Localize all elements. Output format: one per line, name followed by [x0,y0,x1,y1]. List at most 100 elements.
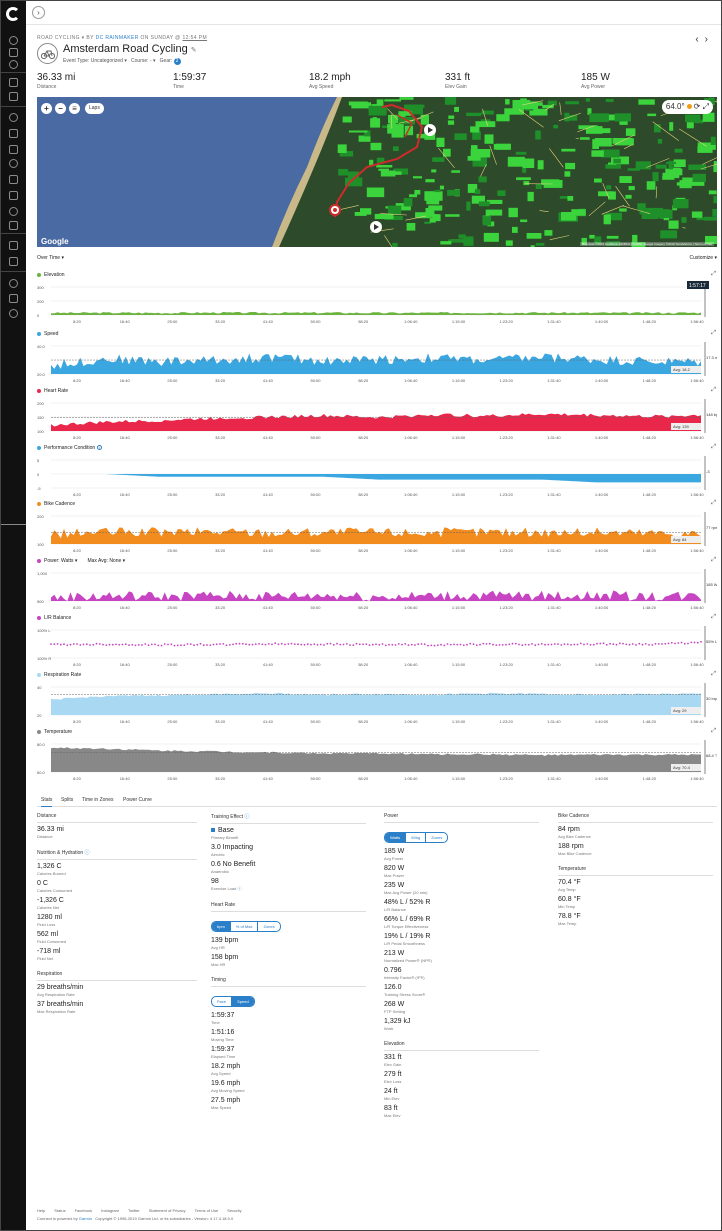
x-tick-label: 1:48:20 [643,719,657,724]
insights-icon[interactable] [9,221,18,230]
green-area [652,172,659,182]
toggle-option[interactable]: Watts [385,833,406,842]
footer-link[interactable]: Status [54,1208,66,1213]
footer-link[interactable]: Instagram [101,1208,119,1213]
expand-chart-icon[interactable]: ⤢ [711,728,716,734]
expand-icon[interactable]: ⤢ [702,102,709,111]
chart-plot[interactable]: 40 20 8:20 16:40 25:00 33:20 41:40 50:00 58:20 1:… [37,681,717,725]
garmin-connect-logo-icon[interactable] [6,7,20,21]
route-line[interactable] [396,114,413,138]
expand-chart-icon[interactable]: ⤢ [711,500,716,506]
course-dropdown[interactable]: Course: - ▾ [131,58,156,64]
expand-chart-icon[interactable]: ⤢ [711,671,716,677]
gear-icon[interactable] [9,159,18,168]
expand-chart-icon[interactable]: ⤢ [711,614,716,620]
footer-link[interactable]: Twitter [127,1208,140,1213]
tab-splits[interactable]: Splits [61,797,74,803]
max-avg-dropdown[interactable]: Max Avg: None ▾ [87,558,126,564]
chart-plot[interactable]: 40.0 20.0 8:20 16:40 25:00 33:20 41:40 50:00 58:… [37,340,717,384]
footer-link[interactable]: Terms of Use [194,1208,219,1213]
footer-link[interactable]: Help [37,1208,46,1213]
garmin-link[interactable]: Garmin [78,1216,92,1221]
activities-icon[interactable] [9,113,18,122]
segments-icon[interactable] [9,191,18,200]
toggle-option[interactable]: Zones [257,922,279,931]
expand-chart-icon[interactable]: ⤢ [711,387,716,393]
tab-time-in-zones[interactable]: Time in Zones [82,797,114,803]
footer-link[interactable]: Facebook [74,1208,93,1213]
toggle-option[interactable]: Pace [217,999,227,1004]
toggle-option[interactable]: W/kg [405,833,425,842]
chart-title-text[interactable]: Power: Watts ▾ [44,558,78,564]
training-icon[interactable] [9,145,18,154]
trophy-icon[interactable] [9,294,18,303]
activity-author-link[interactable]: DC RAINMAKER [95,35,139,41]
chart-plot[interactable]: 200 100 8:20 16:40 25:00 33:20 41:40 50:00 58:20… [37,510,717,554]
tab-stats[interactable]: Stats [41,797,53,807]
info-icon[interactable]: ⓘ [244,814,250,820]
toggle-option[interactable]: % of Max [229,922,258,931]
next-activity-button[interactable]: › [704,34,714,45]
map-layers-button[interactable]: ≡ [69,103,80,114]
connections-icon[interactable] [9,241,18,250]
green-area [686,122,694,129]
refresh-icon[interactable]: ⟳ [693,102,701,111]
green-area [496,114,510,122]
health-icon[interactable] [9,129,18,138]
chart-plot[interactable]: 5 0 -5 8:20 16:40 25:00 33:20 41:40 50:00 58:20 1:… [37,454,717,498]
over-time-dropdown[interactable]: Over Time ▾ [37,255,64,261]
edit-pencil-icon[interactable]: ✎ [190,47,197,54]
expand-chart-icon[interactable]: ⤢ [711,557,716,563]
reports-icon[interactable] [9,92,18,101]
info-icon[interactable]: ⓘ [236,886,242,891]
customize-dropdown[interactable]: Customize ▾ [689,255,717,261]
chart-plot[interactable]: 100% L 100% R 8:20 16:40 25:00 33:20 41:40 50:0… [37,624,717,668]
layers-icon[interactable] [9,48,18,57]
dashboard-icon[interactable] [9,36,18,45]
event-type-dropdown[interactable]: Event Type: Uncategorized ▾ [63,58,127,64]
chart-plot[interactable]: 80.0 60.0 8:20 16:40 25:00 33:20 41:40 50:00 58:… [37,738,717,782]
calendar-icon[interactable] [9,78,18,87]
groups-icon[interactable] [9,257,18,266]
expand-chart-icon[interactable]: ⤢ [711,330,716,336]
toggle-option[interactable]: Zones [425,833,447,842]
tab-power-curve[interactable]: Power Curve [123,797,152,803]
activity-start-time[interactable]: 12:54 PM [182,35,208,41]
activity-type[interactable]: ROAD CYCLING [37,35,80,41]
settings-icon[interactable] [9,309,18,318]
info-icon[interactable]: ⓘ [84,850,90,856]
toggle-option[interactable]: Speed [231,997,254,1006]
map-canvas[interactable] [37,97,717,247]
data-point [251,643,254,646]
chart-plot[interactable]: 1,000 500 8:20 16:40 25:00 33:20 41:40 50:00 58:… [37,567,717,611]
footer-link[interactable]: Security [227,1208,242,1213]
data-point [586,643,589,645]
previous-activity-button[interactable]: ‹ [695,34,705,45]
route-map[interactable]: + − ≡ Laps 64.0° ⟳ ⤢ Google Map data ©201… [37,97,717,247]
expand-chart-icon[interactable]: ⤢ [711,271,716,277]
expand-chart-icon[interactable]: ⤢ [711,444,716,450]
route-line[interactable] [334,103,424,218]
badges-icon[interactable] [9,279,18,288]
x-tick-label: 1:23:20 [500,776,514,781]
summary-label: Avg Power [581,84,606,90]
map-attribution[interactable]: Map data ©2019 GeoBasis-DE/BKG (©2009), … [579,242,714,246]
sidebar-toggle-button[interactable]: › [32,6,45,19]
chart-plot[interactable]: 200 150 100 8:20 16:40 25:00 33:20 41:40 50:00 58… [37,397,717,441]
zoom-out-button[interactable]: − [55,103,66,114]
footer-link[interactable]: Statement of Privacy [148,1208,186,1213]
data-point [280,642,283,645]
toggle-option[interactable]: bpm [212,922,230,931]
weather-widget[interactable]: 64.0° ⟳ ⤢ [661,100,713,114]
laps-toggle[interactable]: Laps [85,103,104,114]
challenges-icon[interactable] [9,60,18,69]
chart-plot[interactable]: 300 200 0 8:20 16:40 25:00 33:20 41:40 50:00 58:2… [37,281,717,325]
location-icon[interactable] [9,207,18,216]
gear-count-badge[interactable]: 2 [173,58,181,65]
green-area [662,176,675,180]
courses-icon[interactable] [9,175,18,184]
activity-name[interactable]: Amsterdam Road Cycling [63,43,188,55]
zoom-in-button[interactable]: + [41,103,52,114]
info-icon[interactable]: i [97,445,103,451]
activity-type-caret-icon[interactable]: ▾ [81,35,85,41]
